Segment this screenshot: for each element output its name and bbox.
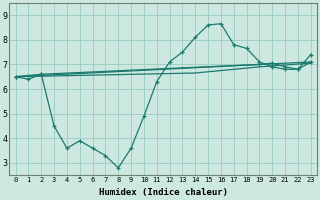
X-axis label: Humidex (Indice chaleur): Humidex (Indice chaleur) [99,188,228,197]
